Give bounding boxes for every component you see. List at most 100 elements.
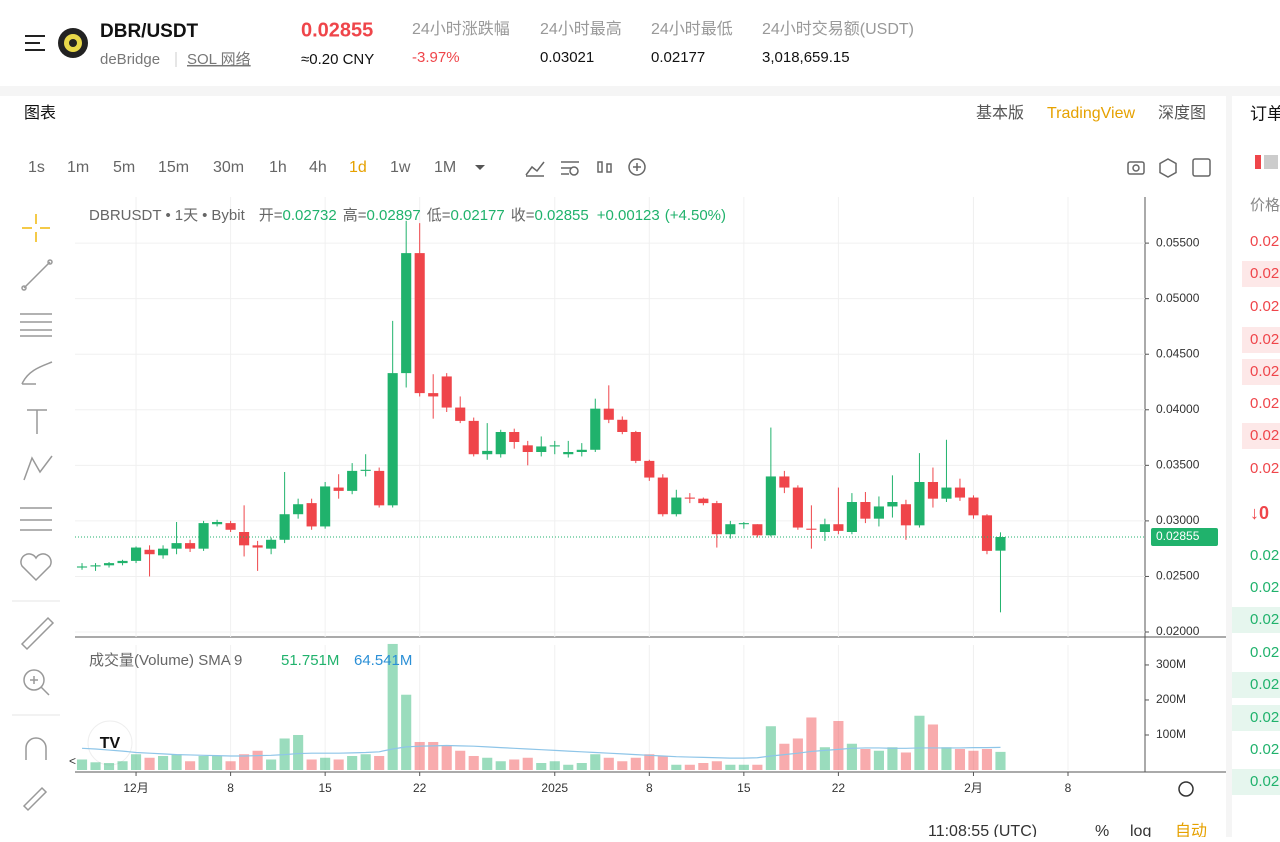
- volume-bar: [414, 741, 425, 770]
- depth-bar: [1232, 705, 1280, 731]
- timeframe[interactable]: 1h: [269, 159, 287, 176]
- volume-bar: [239, 754, 250, 770]
- stat-label: 24小时涨跌幅: [412, 20, 510, 38]
- legend-open: 0.02732: [283, 207, 337, 224]
- y-tick-label: 0.04000: [1156, 402, 1200, 416]
- timeframe[interactable]: 1s: [28, 159, 45, 176]
- candle-body: [752, 524, 763, 536]
- candle-body: [347, 470, 358, 491]
- view-tab[interactable]: 深度图: [1158, 104, 1206, 122]
- candle-body: [630, 432, 641, 461]
- volume-bar: [90, 762, 101, 770]
- candle-body: [360, 469, 371, 471]
- volume-bar: [644, 754, 655, 770]
- volume-bar: [563, 764, 574, 770]
- volume-bar: [995, 751, 1006, 770]
- depth-bar: [1242, 359, 1280, 385]
- volume-bar: [792, 738, 803, 770]
- clock: 11:08:55 (UTC): [928, 823, 1037, 837]
- volume-bar: [293, 734, 304, 770]
- timeframe[interactable]: 1m: [67, 159, 89, 176]
- view-tab[interactable]: 基本版: [976, 104, 1024, 122]
- x-tick-label: 15: [318, 781, 332, 795]
- legend-close: 0.02855: [535, 207, 589, 224]
- candle-body: [711, 503, 722, 535]
- timeframe[interactable]: 1d: [349, 159, 367, 176]
- volume-bar: [171, 754, 182, 770]
- candle-body: [103, 563, 115, 566]
- bid-price: 0.02: [1250, 773, 1279, 790]
- drawing-tools[interactable]: [12, 214, 60, 812]
- settings-icon[interactable]: [1178, 781, 1194, 797]
- dot: •: [166, 207, 171, 224]
- depth-bar: [1242, 261, 1280, 287]
- candle-body: [130, 547, 142, 561]
- timeframe[interactable]: 5m: [113, 159, 135, 176]
- volume-bar: [846, 743, 857, 770]
- depth-bar: [1232, 672, 1280, 698]
- timeframe[interactable]: 1w: [390, 159, 411, 176]
- timeframe[interactable]: 4h: [309, 159, 327, 176]
- volume-bar: [252, 750, 263, 770]
- view-tab[interactable]: TradingView: [1047, 105, 1135, 122]
- candle-body: [76, 566, 88, 568]
- volume-bar: [630, 757, 641, 770]
- candle-body: [860, 502, 871, 519]
- volume-bar: [347, 755, 358, 770]
- volume-bar: [76, 759, 88, 770]
- candle-body: [617, 419, 628, 432]
- chart-tools[interactable]: [525, 158, 1211, 178]
- volume-bar: [833, 720, 844, 770]
- menu-icon[interactable]: [25, 35, 45, 51]
- volume-bar: [387, 643, 398, 770]
- stat-value: 3,018,659.15: [762, 49, 850, 66]
- percent-toggle[interactable]: %: [1095, 823, 1109, 840]
- stat-label: 24小时最高: [540, 20, 622, 38]
- volume-bar: [941, 747, 952, 770]
- legend-high: 0.02897: [367, 207, 421, 224]
- dot: •: [202, 207, 207, 224]
- candle-body: [671, 497, 682, 515]
- candle-body: [266, 539, 277, 549]
- candle-body: [144, 549, 155, 555]
- candle-body: [509, 432, 520, 442]
- ask-price: 0.02: [1250, 331, 1279, 348]
- timeframe[interactable]: 15m: [158, 159, 189, 176]
- volume-bar: [860, 748, 871, 770]
- candle-body: [927, 482, 939, 499]
- depth-bar: [1242, 423, 1280, 449]
- y-tick-label: 300M: [1156, 657, 1186, 671]
- volume-bar: [954, 748, 966, 770]
- project[interactable]: deBridge: [100, 51, 160, 68]
- candle-body: [914, 482, 925, 526]
- ask-price: 0.02: [1250, 265, 1279, 282]
- candle-body: [117, 560, 128, 564]
- volume-bar: [779, 743, 790, 770]
- collapse-arrow[interactable]: <: [69, 754, 76, 768]
- y-tick-label: 0.05500: [1156, 235, 1200, 249]
- y-tick-label: 100M: [1156, 727, 1186, 741]
- volume-bar: [428, 741, 439, 770]
- more-intervals[interactable]: [475, 165, 485, 170]
- x-tick-label: 8: [227, 781, 234, 795]
- y-tick-label: 0.03500: [1156, 458, 1200, 472]
- log-toggle[interactable]: log: [1130, 823, 1151, 840]
- network[interactable]: SOL 网络: [187, 51, 251, 68]
- timeframe[interactable]: 1M: [434, 159, 456, 176]
- volume-bar: [455, 750, 466, 770]
- x-tick-label: 12月: [123, 781, 148, 795]
- legend-low_label: 低=: [427, 207, 451, 224]
- timeframe[interactable]: 30m: [213, 159, 244, 176]
- candle-body: [765, 476, 776, 536]
- volume-bar: [981, 748, 993, 770]
- y-tick-label: 200M: [1156, 692, 1186, 706]
- legend-close_label: 收=: [511, 207, 535, 224]
- volume-bar: [306, 759, 317, 770]
- price-header: 价格: [1250, 197, 1280, 214]
- bid-price: 0.02: [1250, 547, 1279, 564]
- sma-value: 64.541M: [354, 652, 412, 669]
- candle-body: [428, 393, 439, 397]
- volume-bar: [914, 715, 925, 770]
- auto-toggle[interactable]: 自动: [1175, 822, 1207, 840]
- bid-price: 0.02: [1250, 644, 1279, 661]
